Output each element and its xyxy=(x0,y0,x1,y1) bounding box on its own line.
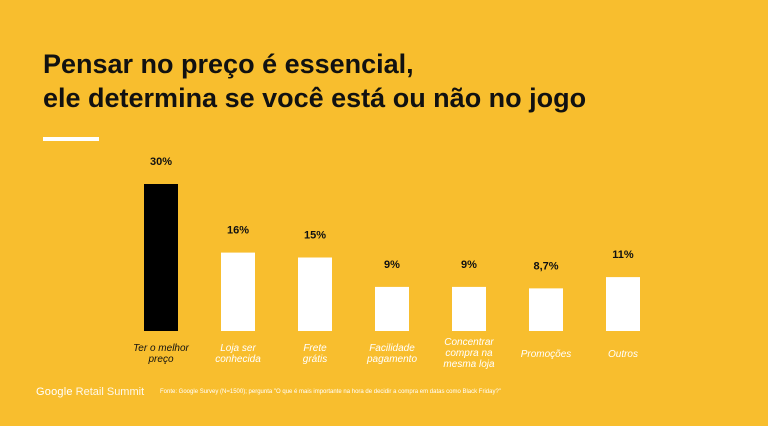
value-label-3: 15% xyxy=(304,230,326,242)
category-label-5: Concentrar compra na mesma loja xyxy=(443,337,495,370)
bar-4 xyxy=(375,286,409,331)
event-name: Retail Summit xyxy=(75,386,145,398)
value-label-5: 9% xyxy=(461,259,477,271)
bar-1 xyxy=(144,184,178,331)
bar-6 xyxy=(529,288,563,331)
category-label-3: Frete grátis xyxy=(303,343,327,365)
source-note: Fonte: Google Survey (N=1500); pergunta … xyxy=(160,389,501,395)
event-logo: Google Retail Summit xyxy=(36,386,144,398)
bar-5 xyxy=(452,286,486,331)
category-label-1: Ter o melhor preço xyxy=(133,343,189,365)
bar-3 xyxy=(298,257,332,331)
bar-7 xyxy=(606,277,640,331)
title-accent-line xyxy=(43,137,99,141)
category-label-4: Facilidade pagamento xyxy=(366,343,417,365)
value-label-2: 16% xyxy=(227,225,249,237)
category-label-7: Outros xyxy=(608,349,638,360)
value-label-6: 8,7% xyxy=(533,260,558,272)
title-line-1: Pensar no preço é essencial, xyxy=(43,49,414,79)
category-label-2: Loja ser conhecida xyxy=(215,343,261,365)
value-label-7: 11% xyxy=(612,249,634,261)
value-label-4: 9% xyxy=(384,259,400,271)
category-label-6: Promoções xyxy=(521,349,572,360)
google-logo: Google xyxy=(36,386,73,398)
title-line-2: ele determina se você está ou não no jog… xyxy=(43,83,587,113)
slide-title: Pensar no preço é essencial, ele determi… xyxy=(43,47,586,115)
bar-2 xyxy=(221,252,255,331)
value-label-1: 30% xyxy=(150,156,172,168)
